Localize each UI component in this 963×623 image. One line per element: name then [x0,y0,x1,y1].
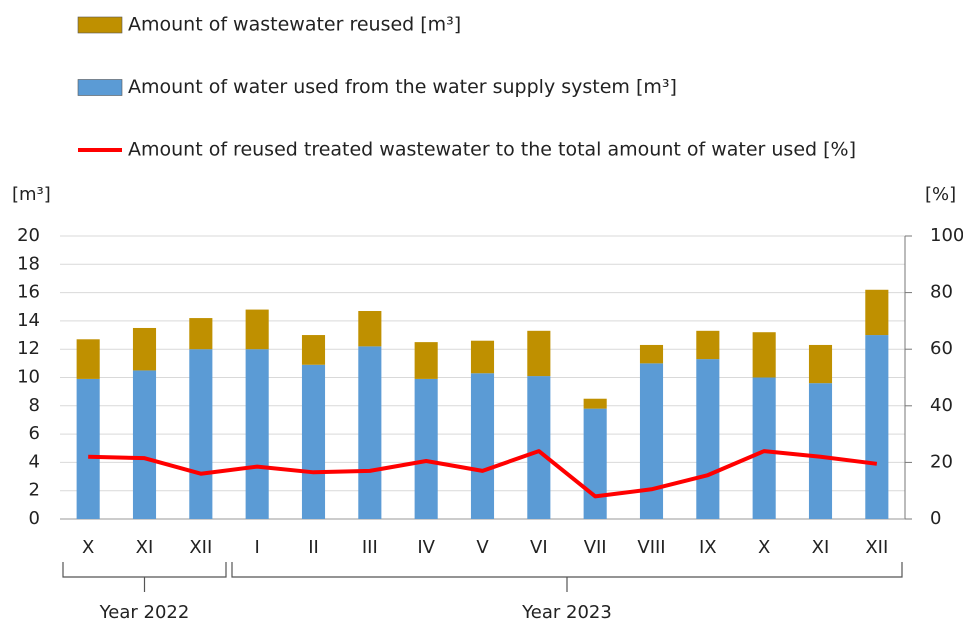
x-tick-label: X [758,537,770,558]
y2-tick-label: 20 [930,451,953,472]
group-label: Year 2023 [521,602,612,623]
group-label: Year 2022 [99,602,190,623]
legend-label: Amount of wastewater reused [m³] [128,14,461,36]
bar [696,330,720,360]
y2-tick-label: 80 [930,282,953,303]
bar [414,342,438,379]
x-tick-label: VI [530,537,548,558]
y-tick-label: 18 [17,253,40,274]
bar [358,310,382,347]
bar [527,330,551,377]
y-tick-label: 2 [29,480,40,501]
bar [752,332,776,378]
y2-tick-label: 100 [930,225,963,246]
x-tick-label: V [476,537,489,558]
x-tick-label: VIII [637,537,665,558]
bar [527,376,551,519]
x-tick-label: XI [812,537,830,558]
legend-swatch [77,16,123,34]
x-tick-label: III [362,537,378,558]
group-bracket [231,562,903,592]
y-tick-label: 4 [29,451,40,472]
bar [583,398,607,409]
y2-tick-label: 40 [930,395,953,416]
y-tick-label: 12 [17,338,40,359]
x-tick-label: XII [865,537,888,558]
bar [808,383,833,519]
bar [245,349,269,519]
x-tick-label: VII [584,537,607,558]
bar [301,335,326,365]
bar [189,318,213,350]
bar [189,349,213,519]
x-tick-label: X [82,537,94,558]
bar [639,344,664,364]
y-tick-label: 6 [29,423,40,444]
y2-axis-label: [%] [925,184,956,205]
y-tick-label: 0 [29,508,40,529]
bar [132,370,157,519]
y-axis-label: [m³] [12,184,51,205]
x-tick-label: II [308,537,319,558]
bar [245,309,269,350]
bar [470,340,495,374]
group-bracket [62,562,227,592]
y2-tick-label: 0 [930,508,941,529]
x-tick-label: XI [136,537,154,558]
legend-label: Amount of reused treated wastewater to t… [128,139,856,161]
x-tick-label: I [255,537,260,558]
y-tick-label: 8 [29,395,40,416]
bar [808,344,833,384]
y-tick-label: 16 [17,282,40,303]
legend-swatch [77,79,123,96]
bar [583,408,607,519]
x-tick-label: IV [417,537,435,558]
bar [414,378,438,519]
line [88,449,878,499]
legend-label: Amount of water used from the water supp… [128,76,677,98]
bar [76,378,100,519]
x-tick-label: IX [699,537,717,558]
y-tick-label: 20 [17,225,40,246]
bar [76,339,100,379]
y-tick-label: 14 [17,310,40,331]
y2-tick-label: 60 [930,338,953,359]
bar [132,327,157,371]
bar [865,289,889,336]
bar [752,377,776,519]
bar [301,364,326,519]
bar [639,363,664,519]
bar [358,346,382,519]
bar [865,335,889,519]
bar [696,359,720,519]
y-tick-label: 10 [17,367,40,388]
x-tick-label: XII [189,537,212,558]
bar [470,373,495,519]
